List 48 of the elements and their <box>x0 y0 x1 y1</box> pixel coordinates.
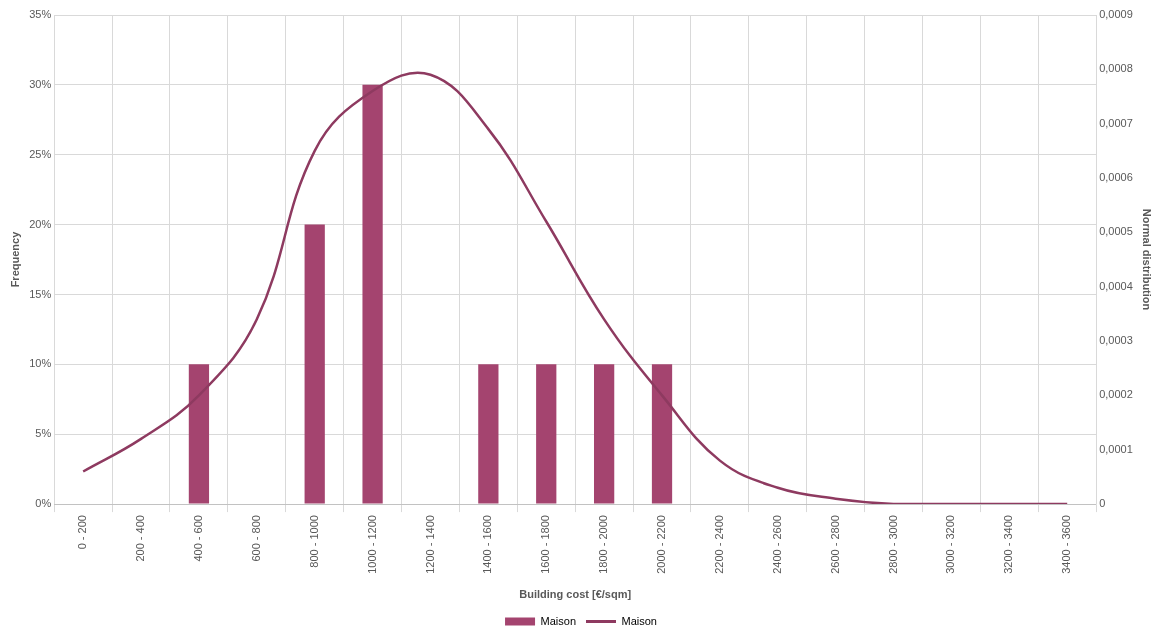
y2-tick-label: 0,0004 <box>1099 279 1133 292</box>
x-tick-label: 0 - 200 <box>76 515 89 550</box>
bar <box>478 364 499 504</box>
x-tick-label: 3000 - 3200 <box>944 515 957 574</box>
x-tick-label: 200 - 400 <box>134 515 147 562</box>
x-tick-label: 2000 - 2200 <box>655 515 668 574</box>
x-tick-label: 1000 - 1200 <box>365 515 378 574</box>
y-tick-label: 5% <box>35 427 52 440</box>
y2-tick-label: 0,0003 <box>1099 334 1133 347</box>
x-tick-label: 1600 - 1800 <box>539 515 552 574</box>
y2-axis-title: Normal distribution <box>1141 208 1154 311</box>
x-tick-label: 2800 - 3000 <box>886 515 899 574</box>
y-tick-label: 35% <box>29 8 52 21</box>
y-tick-label: 0% <box>35 497 52 510</box>
y2-tick-label: 0,0005 <box>1099 225 1133 238</box>
x-tick-label: 1400 - 1600 <box>481 515 494 574</box>
x-axis-title: Building cost [€/sqm] <box>519 588 632 601</box>
x-tick-label: 400 - 600 <box>191 515 204 562</box>
y-tick-label: 15% <box>29 287 52 300</box>
y-tick-label: 20% <box>29 217 52 230</box>
y2-tick-label: 0,0006 <box>1099 171 1133 184</box>
y2-tick-label: 0,0002 <box>1099 388 1133 401</box>
x-tick-label: 2200 - 2400 <box>712 515 725 574</box>
bar <box>304 224 325 504</box>
x-tick-label: 1200 - 1400 <box>423 515 436 574</box>
x-tick-label: 1800 - 2000 <box>597 515 610 574</box>
bar <box>651 364 673 504</box>
x-tick-label: 600 - 800 <box>249 515 262 562</box>
y2-tick-label: 0,0008 <box>1099 62 1133 75</box>
bar <box>536 364 557 504</box>
x-tick-label: 2600 - 2800 <box>828 515 841 574</box>
y2-tick-label: 0,0009 <box>1099 8 1133 21</box>
y-tick-label: 30% <box>29 77 52 90</box>
x-tick-label: 800 - 1000 <box>307 515 320 568</box>
y-tick-label: 10% <box>29 357 52 370</box>
legend-label: Maison <box>621 614 657 627</box>
x-tick-label: 3200 - 3400 <box>1002 515 1015 574</box>
x-tick-label: 2400 - 2600 <box>770 515 783 574</box>
legend-label: Maison <box>540 614 577 627</box>
x-tick-label: 3400 - 3600 <box>1060 515 1073 574</box>
bar <box>188 364 210 504</box>
y2-tick-label: 0,0001 <box>1099 442 1133 455</box>
y2-tick-label: 0,0007 <box>1099 116 1133 129</box>
y-tick-label: 25% <box>29 147 52 160</box>
bar <box>362 84 383 504</box>
bar <box>594 364 615 504</box>
y-axis-title: Frequency <box>8 230 21 288</box>
y2-tick-label: 0 <box>1099 497 1106 510</box>
